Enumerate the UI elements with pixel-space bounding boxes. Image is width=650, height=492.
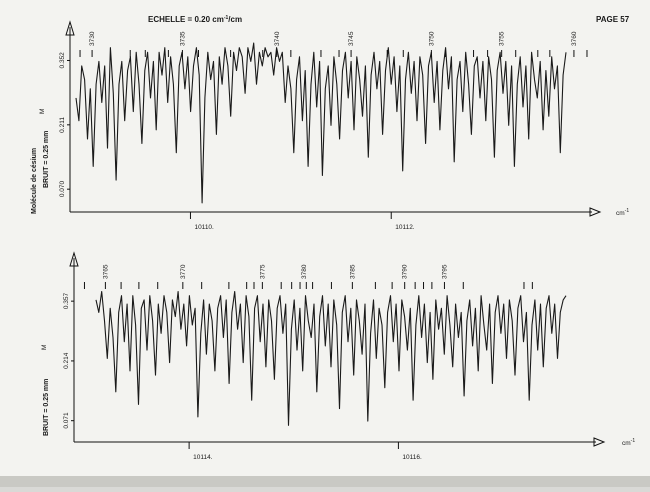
page-number: PAGE 57 xyxy=(596,15,630,24)
y-marker-1: M xyxy=(39,109,46,114)
y-axis-arrow-2 xyxy=(69,251,79,267)
line-number-label: 3770 xyxy=(180,264,187,279)
y-marker-2: M xyxy=(41,345,48,350)
noise-label-1: BRUIT = 0.25 mm xyxy=(43,131,50,188)
y-tick-label: 0.211 xyxy=(59,117,66,133)
spectrum-panel-2: BRUIT = 0.25 mm M cm-1 0.071 0.214 0.357 10… xyxy=(41,251,635,461)
x-axis-arrow-1 xyxy=(589,207,602,217)
y-axis-title-1: Molécule de césium xyxy=(31,148,38,214)
y-tick-label: 0.352 xyxy=(59,52,66,69)
x-tick-label: 10110. xyxy=(194,224,214,231)
line-number-label: 3775 xyxy=(259,264,266,279)
x-tick-label: 10114. xyxy=(193,454,213,461)
spectrum-trace-1 xyxy=(75,42,567,204)
x-unit-label-1: cm-1 xyxy=(616,208,629,217)
x-axis-arrow-2 xyxy=(593,437,606,447)
spectrum-trace-2 xyxy=(95,290,567,426)
x-tick-label: 10116. xyxy=(402,454,422,461)
y-tick-label: 0.214 xyxy=(63,352,70,369)
line-number-label: 3735 xyxy=(179,31,186,46)
line-number-label: 3755 xyxy=(499,31,506,46)
y-tick-label: 0.357 xyxy=(63,293,70,310)
line-number-label: 3750 xyxy=(428,31,435,46)
line-number-label: 3760 xyxy=(571,31,578,46)
y-axis-arrow-1 xyxy=(65,20,75,36)
line-number-label: 3795 xyxy=(441,264,448,279)
y-tick-label: 0.071 xyxy=(63,412,70,429)
line-number-label: 3740 xyxy=(274,31,281,46)
scale-header: ECHELLE = 0.20 cm-1/cm xyxy=(148,15,242,24)
line-number-label: 3745 xyxy=(348,31,355,46)
x-tick-label: 10112. xyxy=(395,224,415,231)
y-tick-label: 0.070 xyxy=(59,181,66,198)
line-number-label: 3780 xyxy=(301,264,308,279)
noise-label-2: BRUIT = 0.25 mm xyxy=(43,379,50,436)
x-unit-label-2: cm-1 xyxy=(622,438,635,447)
spectrum-panel-1: Molécule de césium BRUIT = 0.25 mm M cm-… xyxy=(31,20,629,231)
line-number-label: 3785 xyxy=(349,264,356,279)
line-number-label: 3790 xyxy=(402,264,409,279)
line-number-label: 3730 xyxy=(89,31,96,46)
line-number-label: 3765 xyxy=(102,264,109,279)
page-bottom-edge xyxy=(0,476,650,487)
